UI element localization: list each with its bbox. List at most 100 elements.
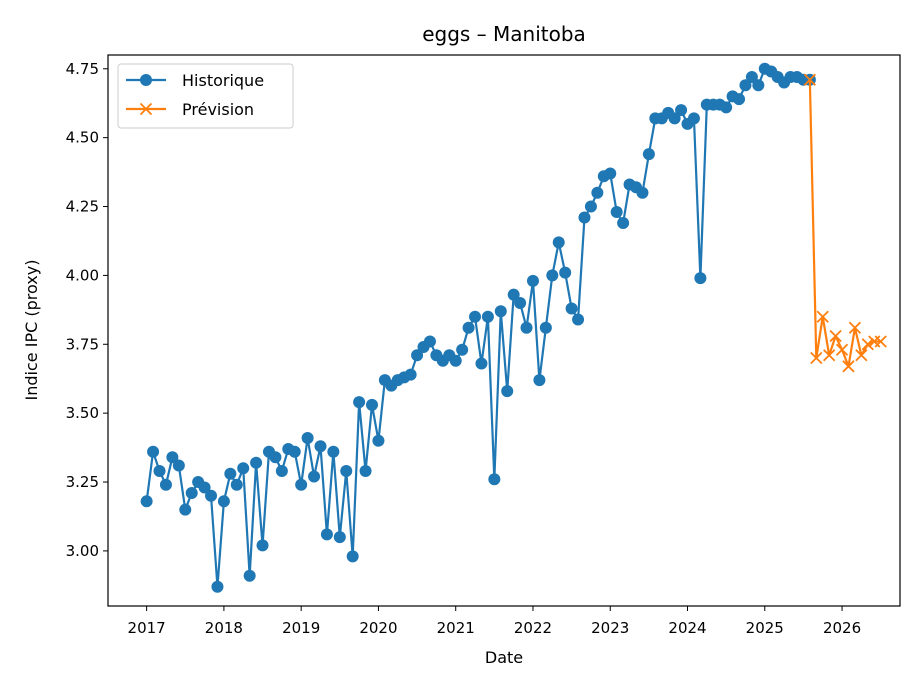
data-point xyxy=(340,465,353,478)
y-tick-label: 3.75 xyxy=(66,335,99,353)
legend-label: Historique xyxy=(182,71,264,90)
x-tick-label: 2022 xyxy=(514,619,552,637)
data-point xyxy=(359,465,372,478)
x-tick-label: 2017 xyxy=(128,619,166,637)
data-point xyxy=(584,200,597,213)
legend-item: Prévision xyxy=(126,100,254,119)
data-point xyxy=(353,396,366,409)
data-point xyxy=(346,550,359,563)
data-point xyxy=(423,335,436,348)
data-point xyxy=(559,266,572,279)
data-point xyxy=(295,478,308,491)
data-point xyxy=(848,321,862,334)
y-tick-label: 3.00 xyxy=(66,542,99,560)
data-point xyxy=(179,503,192,516)
data-point xyxy=(230,478,243,491)
data-point xyxy=(514,296,527,309)
data-point xyxy=(372,434,385,447)
data-point xyxy=(539,321,552,334)
data-point xyxy=(591,186,604,199)
data-point xyxy=(507,288,520,301)
data-point xyxy=(404,368,417,381)
data-point xyxy=(578,211,591,224)
data-point xyxy=(733,93,746,106)
data-point xyxy=(250,456,263,469)
x-tick-label: 2020 xyxy=(359,619,397,637)
data-point xyxy=(237,462,250,475)
data-point xyxy=(224,467,237,480)
y-tick-label: 4.50 xyxy=(66,129,99,147)
data-point xyxy=(610,206,623,219)
data-point xyxy=(301,431,314,444)
data-point xyxy=(366,398,378,411)
legend-label: Prévision xyxy=(182,100,254,119)
data-point xyxy=(320,528,333,541)
x-axis: 2017 2018 2019 2020 2021 2022 2023 2024 2025 2026 xyxy=(128,606,861,637)
data-point xyxy=(153,465,166,478)
y-tick-label: 4.00 xyxy=(66,266,99,284)
data-point xyxy=(810,351,823,365)
data-point xyxy=(752,79,765,92)
data-point xyxy=(275,465,288,478)
data-point xyxy=(694,272,707,285)
data-point xyxy=(217,495,230,508)
data-point xyxy=(842,360,855,373)
data-point xyxy=(520,321,533,334)
x-tick-label: 2018 xyxy=(205,619,243,637)
data-point xyxy=(552,236,565,249)
data-point xyxy=(147,445,160,458)
y-axis-title: Indice IPC (proxy) xyxy=(22,260,41,401)
data-point xyxy=(327,445,340,458)
data-point xyxy=(835,343,849,356)
x-tick-label: 2021 xyxy=(437,619,475,637)
data-point xyxy=(166,451,179,464)
data-point xyxy=(803,73,816,86)
data-point xyxy=(185,487,198,500)
data-point xyxy=(456,343,469,356)
data-point xyxy=(604,167,617,180)
data-point xyxy=(642,148,655,161)
x-tick-label: 2026 xyxy=(823,619,861,637)
data-point xyxy=(720,101,733,114)
series-prevision xyxy=(803,73,887,373)
data-point xyxy=(565,302,578,315)
data-point xyxy=(572,313,585,326)
data-point xyxy=(288,445,301,458)
data-point xyxy=(526,274,539,287)
data-point xyxy=(308,470,321,483)
data-point xyxy=(469,310,482,323)
data-point xyxy=(533,374,546,387)
data-point xyxy=(333,531,346,544)
data-point xyxy=(449,354,462,367)
data-point xyxy=(172,459,185,472)
data-point xyxy=(617,217,630,230)
plot-area xyxy=(140,62,887,593)
series-historique xyxy=(140,62,816,593)
data-point xyxy=(823,349,836,362)
data-point xyxy=(314,440,327,453)
data-point xyxy=(501,385,514,398)
data-point xyxy=(488,473,501,486)
data-point xyxy=(829,329,842,343)
legend-marker xyxy=(140,74,152,86)
data-point xyxy=(739,79,752,92)
series-line xyxy=(145,67,810,588)
legend-marker xyxy=(139,102,153,116)
x-tick-label: 2025 xyxy=(746,619,784,637)
y-tick-label: 3.25 xyxy=(66,473,99,491)
y-tick-label: 3.50 xyxy=(66,404,99,422)
data-point xyxy=(675,104,688,117)
data-point xyxy=(481,310,494,323)
data-point xyxy=(211,580,224,593)
data-point xyxy=(687,112,700,125)
y-tick-label: 4.25 xyxy=(66,198,99,216)
data-point xyxy=(861,338,874,351)
data-point xyxy=(269,451,282,464)
data-point xyxy=(636,186,649,199)
legend-item: Historique xyxy=(126,71,264,90)
data-point xyxy=(205,489,218,502)
x-axis-title: Date xyxy=(485,648,523,667)
plot-frame xyxy=(107,54,901,607)
data-point xyxy=(198,481,211,494)
